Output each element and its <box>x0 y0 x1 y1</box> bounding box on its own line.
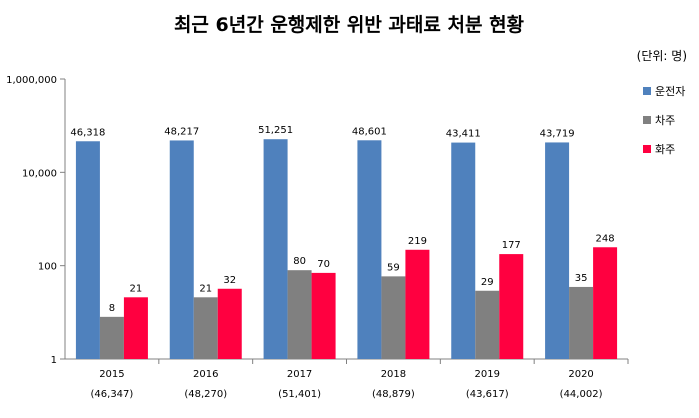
x-category-label: 2016 <box>193 369 218 380</box>
data-label: 46,318 <box>70 127 105 138</box>
category-total-label: (48,879) <box>372 389 415 400</box>
data-label: 21 <box>130 283 143 294</box>
bar-driver <box>263 139 288 359</box>
data-label: 43,719 <box>540 128 575 139</box>
y-tick-label: 10,000 <box>22 168 57 179</box>
data-label: 51,251 <box>258 125 293 136</box>
x-category-label: 2018 <box>381 369 406 380</box>
legend-swatch <box>643 145 651 153</box>
bar-shipper <box>499 254 524 359</box>
x-category-label: 2017 <box>287 369 312 380</box>
plot-area: 1 100 10,000 1,000,000 46,318 8 21 2015 (46,347)… <box>6 75 685 400</box>
bar-owner <box>99 316 124 359</box>
data-label: 70 <box>317 259 330 270</box>
data-label: 177 <box>502 240 521 251</box>
data-label: 29 <box>481 277 494 288</box>
data-label: 80 <box>293 256 306 267</box>
bar-shipper <box>123 297 148 359</box>
bar-driver <box>451 142 476 359</box>
legend-label: 운전자 <box>655 85 685 98</box>
unit-label: (단위: 명) <box>637 49 687 63</box>
chart-title: 최근 6년간 운행제한 위반 과태료 처분 현황 <box>174 13 525 36</box>
x-category-label: 2019 <box>475 369 500 380</box>
data-label: 48,217 <box>164 126 199 137</box>
bar-owner <box>475 290 500 359</box>
y-tick-label: 100 <box>38 262 57 273</box>
bar-shipper <box>311 272 336 359</box>
bar-driver <box>169 140 194 359</box>
data-label: 219 <box>408 236 427 247</box>
data-label: 48,601 <box>352 126 387 137</box>
category-total-label: (44,002) <box>560 389 603 400</box>
bar-driver <box>545 142 570 359</box>
data-label: 8 <box>109 303 115 314</box>
bar-owner <box>287 270 312 359</box>
data-label: 35 <box>575 273 588 284</box>
category-total-label: (43,617) <box>466 389 509 400</box>
bar-owner <box>193 297 218 359</box>
y-tick-label: 1,000,000 <box>6 75 57 86</box>
bar-shipper <box>593 247 618 359</box>
x-category-label: 2020 <box>568 369 593 380</box>
data-label: 32 <box>223 275 236 286</box>
legend-label: 화주 <box>655 143 675 156</box>
data-label: 21 <box>199 283 212 294</box>
y-tick-label: 1 <box>51 355 57 366</box>
data-label: 43,411 <box>446 129 481 140</box>
bar-owner <box>569 286 594 359</box>
category-total-label: (51,401) <box>278 389 321 400</box>
data-label: 248 <box>596 233 615 244</box>
bar-driver <box>75 141 100 359</box>
category-total-label: (46,347) <box>91 389 134 400</box>
bar-driver <box>357 140 382 359</box>
legend-label: 차주 <box>655 114 675 127</box>
x-category-label: 2015 <box>99 369 124 380</box>
data-label: 59 <box>387 262 400 273</box>
bar-owner <box>381 276 406 359</box>
bar-shipper <box>217 288 242 359</box>
legend-swatch <box>643 87 651 95</box>
category-total-label: (48,270) <box>184 389 227 400</box>
legend-swatch <box>643 116 651 124</box>
bar-shipper <box>405 249 430 359</box>
